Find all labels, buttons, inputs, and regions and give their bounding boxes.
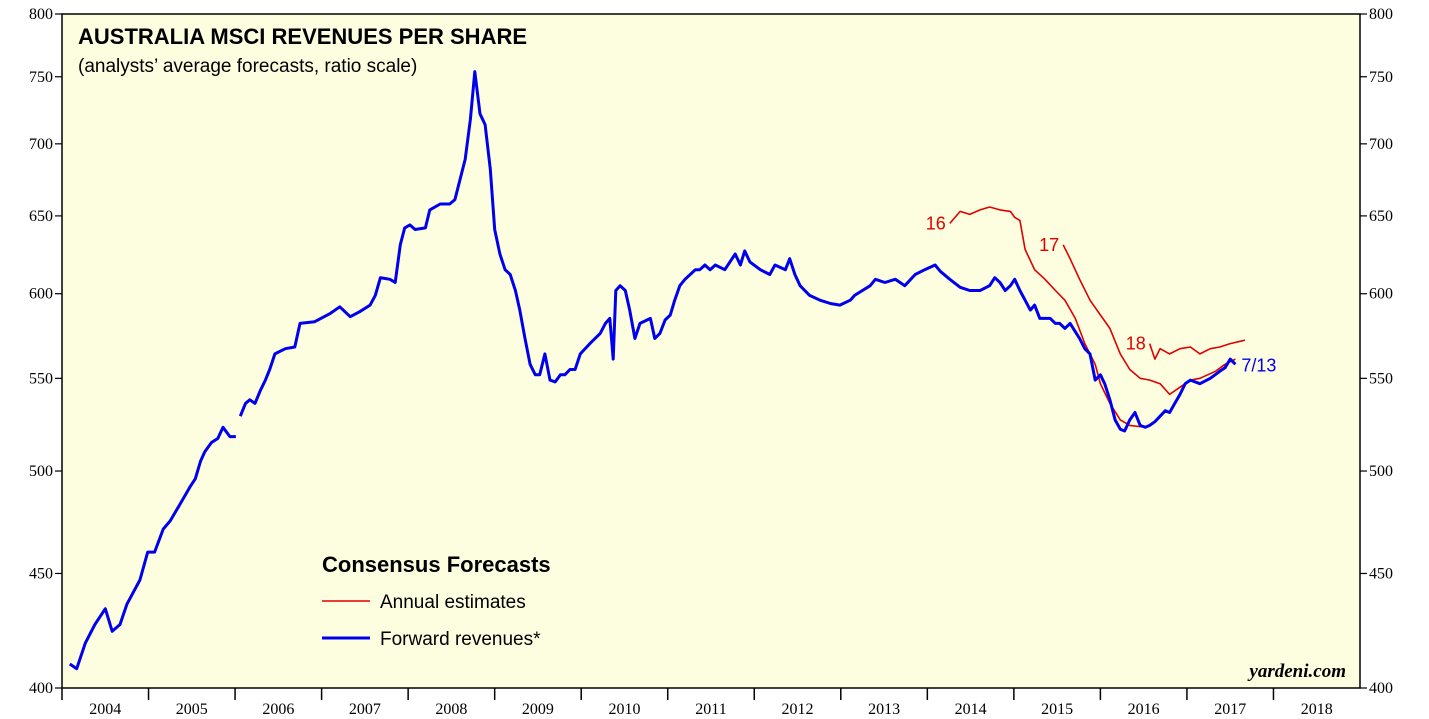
x-tick-label: 2018 (1301, 701, 1333, 718)
line (68, 70, 1237, 671)
y-tick-label: 650 (29, 208, 53, 225)
y2-tick-label: 600 (1369, 286, 1393, 303)
x-tick-label: 2008 (435, 701, 467, 718)
y-tick-label: 550 (29, 370, 53, 387)
y2-tick-label: 500 (1369, 463, 1393, 480)
y-tick-label: 450 (29, 565, 53, 582)
y2-tick-label: 650 (1369, 208, 1393, 225)
chart-title: AUSTRALIA MSCI REVENUES PER SHARE (78, 24, 527, 49)
legend-label: Forward revenues* (380, 629, 541, 650)
x-tick-label: 2013 (868, 701, 900, 718)
y2-tick-label: 700 (1369, 136, 1393, 153)
line (949, 206, 1146, 429)
chart-subtitle: (analysts’ average forecasts, ratio scal… (78, 56, 417, 77)
y2-tick-label: 800 (1369, 6, 1393, 23)
x-tick-label: 2011 (695, 701, 726, 718)
x-tick-label: 2017 (1214, 701, 1246, 718)
source: yardeni.com (1247, 661, 1346, 682)
y-tick-label: 500 (29, 463, 53, 480)
y2-tick-label: 450 (1369, 565, 1393, 582)
x-tick-label: 2014 (955, 701, 987, 718)
x-tick-label: 2007 (349, 701, 381, 718)
y2-tick-label: 400 (1369, 680, 1393, 697)
y-tick-label: 600 (29, 286, 53, 303)
y-tick-label: 400 (29, 680, 53, 697)
legend-label: Annual estimates (380, 592, 526, 613)
x-tick-label: 2012 (782, 701, 814, 718)
y-tick-label: 750 (29, 69, 53, 86)
y2-tick-label: 750 (1369, 69, 1393, 86)
x-tick-label: 2009 (522, 701, 554, 718)
line (1148, 339, 1246, 360)
marks (68, 70, 1246, 671)
line-label: 17 (1039, 235, 1059, 255)
x-tick-label: 2010 (608, 701, 640, 718)
line (1062, 244, 1236, 396)
x-tick-label: 2005 (176, 701, 208, 718)
line-label: 18 (1126, 334, 1146, 354)
y-tick-label: 800 (29, 6, 53, 23)
line-label: 16 (926, 213, 946, 233)
end-label: 7/13 (1241, 355, 1276, 375)
x-tick-label: 2006 (262, 701, 294, 718)
y2-tick-label: 550 (1369, 370, 1393, 387)
x-tick-label: 2015 (1041, 701, 1073, 718)
y-tick-label: 700 (29, 136, 53, 153)
x-tick-label: 2016 (1128, 701, 1160, 718)
legend-title: Consensus Forecasts (322, 552, 551, 577)
x-tick-label: 2004 (89, 701, 121, 718)
